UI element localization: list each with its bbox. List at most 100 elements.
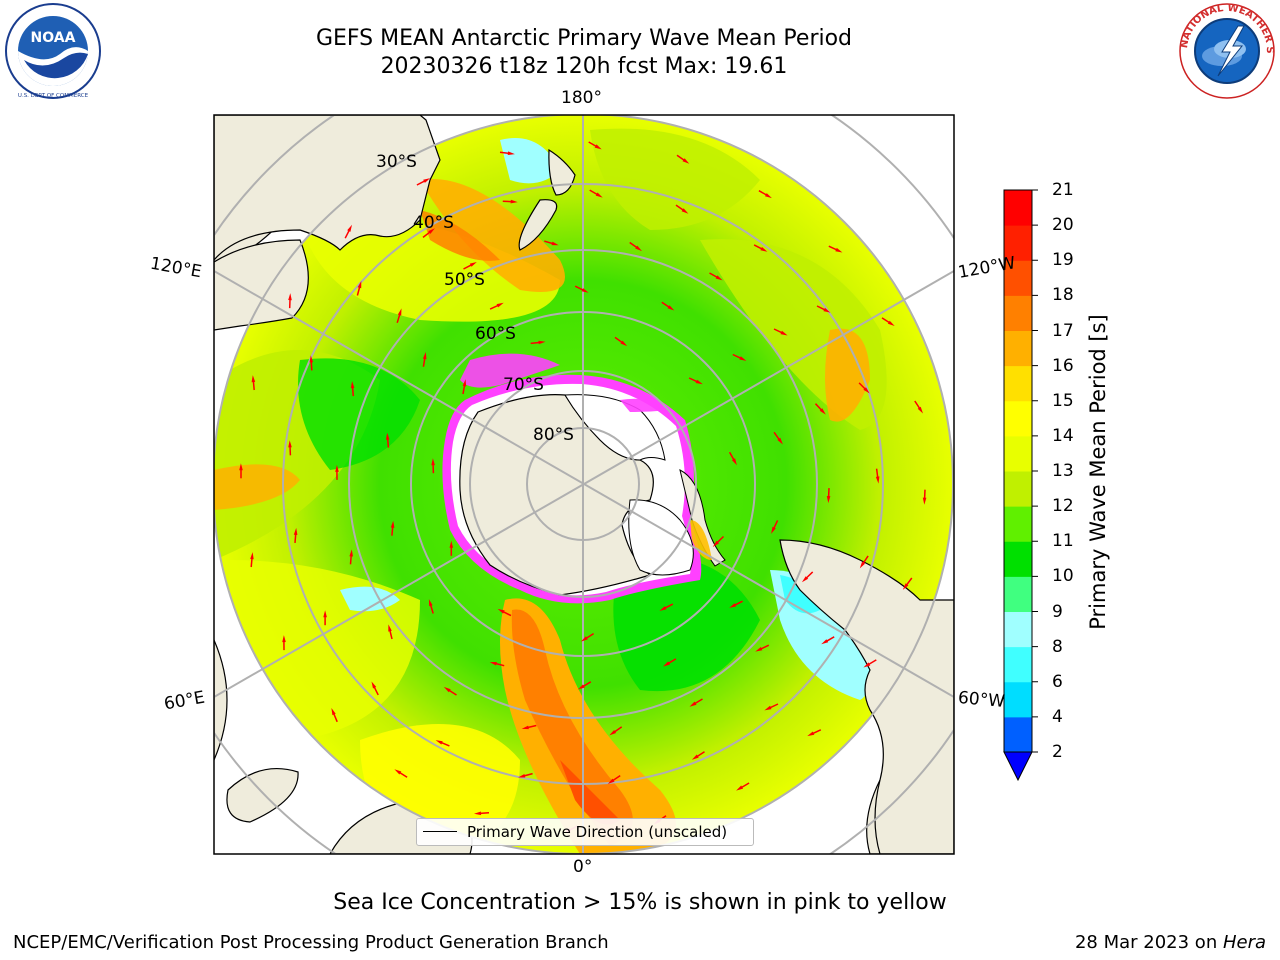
wave-arrow-head (764, 705, 772, 711)
colorbar-tick-label: 12 (1052, 496, 1074, 517)
wave-arrow-head (863, 662, 871, 668)
colorbar-swatch (1004, 611, 1032, 648)
colorbar-tick-label: 6 (1052, 671, 1063, 692)
chart-title: GEFS MEAN Antarctic Primary Wave Mean Pe… (315, 26, 853, 51)
wave-arrow-head (695, 379, 703, 385)
wave-arrow-head (755, 647, 763, 652)
wave-arrow-head (521, 725, 529, 730)
wave-arrow-head (449, 540, 454, 548)
wave-arrow-head (801, 576, 809, 583)
colorbar-swatch (1004, 435, 1032, 472)
colorbar-tick-label: 10 (1052, 566, 1074, 587)
wave-arrow-head (736, 785, 744, 791)
colorbar-swatch (1004, 576, 1032, 612)
wave-arrow-head (835, 247, 843, 253)
wave-arrow-head (288, 293, 292, 301)
colorbar-swatch (1004, 330, 1032, 367)
wave-arrow-head (497, 608, 505, 614)
wave-arrow-head (682, 158, 690, 164)
wave-arrow-head (371, 681, 377, 689)
colorbar-swatch (1004, 295, 1032, 331)
colorbar-swatch (1004, 190, 1032, 226)
wave-arrow-head (349, 549, 353, 557)
wave-arrow-head (538, 340, 546, 345)
wave-arrow-head (777, 437, 783, 445)
wave-arrow-head (922, 497, 927, 505)
legend-line-swatch (423, 831, 457, 832)
colorbar-swatch (1004, 471, 1032, 507)
colorbar (1003, 189, 1038, 782)
colorbar-tick-label: 11 (1052, 531, 1074, 552)
colorbar-tick-label: 2 (1052, 742, 1063, 762)
wave-arrow-head (712, 540, 719, 547)
wave-arrow-head (739, 356, 747, 361)
colorbar-tick-label: 21 (1052, 180, 1074, 200)
wave-arrow-head (875, 476, 880, 484)
wave-arrow-head (826, 496, 831, 504)
wave-arrow-head (397, 308, 402, 316)
lon-label-60w: 60°W (957, 687, 1006, 713)
graticule (214, 115, 954, 854)
credit-left: NCEP/EMC/Verification Post Processing Pr… (13, 932, 609, 953)
wave-arrow-head (819, 408, 826, 415)
wave-arrow-head (428, 599, 433, 607)
lat-label-70s: 70°S (503, 375, 544, 395)
wave-arrow-head (335, 464, 339, 472)
wave-arrow-head (807, 731, 815, 737)
wave-arrow-head (474, 811, 482, 816)
colorbar-tick-label: 18 (1052, 285, 1074, 306)
continents (214, 115, 954, 854)
wave-arrow-head (863, 387, 870, 394)
wave-arrow-head (580, 636, 588, 642)
lat-label-50s: 50°S (444, 270, 485, 290)
wave-arrow-head (609, 730, 617, 736)
wave-arrow-head (443, 686, 451, 693)
wave-arrow-head (428, 228, 435, 234)
wave-arrow-head (250, 552, 254, 560)
wave-arrow-head (435, 740, 443, 745)
wave-arrow-head (239, 463, 243, 471)
wave-arrow-head (917, 406, 923, 414)
colorbar-swatch (1004, 225, 1032, 261)
colorbar-tick-label: 20 (1052, 215, 1074, 236)
wave-arrow-head (462, 379, 467, 387)
colorbar-swatch (1004, 260, 1032, 296)
colorbar-swatch (1004, 541, 1032, 577)
sea-ice-footnote: Sea Ice Concentration > 15% is shown in … (333, 890, 947, 915)
svg-text:U.S. DEPT OF COMMERCE: U.S. DEPT OF COMMERCE (18, 93, 89, 99)
credit-date: 28 Mar 2023 on (1074, 932, 1223, 953)
wave-arrow-head (731, 458, 737, 466)
wave-arrow-head (347, 224, 352, 232)
wave-arrow-head (496, 302, 504, 308)
colorbar-tick-label: 8 (1052, 636, 1063, 657)
lat-label-40s: 40°S (413, 213, 454, 233)
wave-arrow-head (681, 208, 689, 214)
map-frame-border (213, 114, 955, 855)
wave-arrow-head (518, 774, 526, 778)
noaa-logo: NOAA U.S. DEPT OF COMMERCE (4, 2, 102, 100)
wave-arrow-head (689, 701, 697, 707)
credit-right: 28 Mar 2023 on Hera (1075, 932, 1266, 953)
credit-host: Hera (1222, 932, 1266, 953)
wave-arrow-head (385, 432, 390, 440)
wave-arrow-head (388, 624, 392, 632)
wave-arrow-head (729, 603, 737, 608)
wave-arrow-head (635, 245, 642, 252)
lon-label-0: 0° (573, 857, 593, 877)
wave-arrow-head (771, 526, 776, 534)
wave-arrow-head (357, 281, 362, 289)
legend-label: Primary Wave Direction (unscaled) (467, 823, 728, 841)
nws-logo: NATIONAL WEATHER SERVICE (1174, 0, 1276, 100)
lat-label-80s: 80°S (533, 425, 574, 445)
wave-arrow-head (331, 708, 336, 716)
lat-label-60s: 60°S (475, 324, 516, 344)
wave-arrow-head (780, 330, 788, 336)
colorbar-tick-label: 16 (1052, 355, 1074, 376)
wave-arrow-head (489, 662, 497, 666)
wave-arrow-head (309, 355, 314, 363)
wave-arrow-head (469, 262, 477, 267)
lon-label-180: 180° (561, 88, 602, 108)
wave-arrow-head (577, 684, 585, 690)
wave-arrow-head (293, 527, 298, 535)
